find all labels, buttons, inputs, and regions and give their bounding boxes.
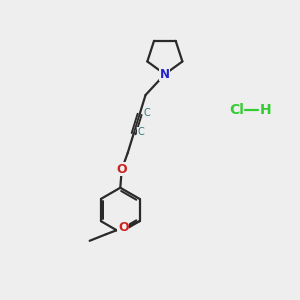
Text: N: N xyxy=(160,68,170,81)
Text: C: C xyxy=(138,128,145,137)
Text: C: C xyxy=(144,108,150,118)
Text: Cl: Cl xyxy=(229,103,244,117)
Text: O: O xyxy=(118,221,128,234)
Text: H: H xyxy=(260,103,272,117)
Text: O: O xyxy=(116,163,127,176)
